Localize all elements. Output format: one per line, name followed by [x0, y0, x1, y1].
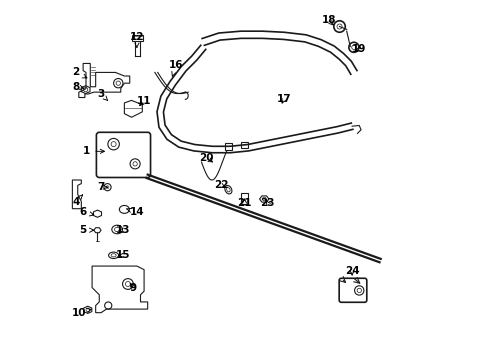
Text: 5: 5: [80, 225, 94, 235]
Text: 18: 18: [321, 15, 335, 26]
Text: 10: 10: [72, 308, 91, 318]
Text: 23: 23: [260, 198, 274, 208]
Bar: [241, 193, 247, 204]
Text: 2: 2: [72, 67, 87, 78]
Text: 24: 24: [344, 266, 359, 276]
Text: 13: 13: [115, 225, 129, 235]
Text: 12: 12: [129, 32, 144, 48]
Bar: [132, 35, 142, 41]
Text: 16: 16: [169, 60, 183, 76]
Text: 9: 9: [129, 283, 137, 293]
Text: 19: 19: [351, 44, 366, 54]
Text: 3: 3: [97, 89, 107, 100]
Text: 15: 15: [115, 250, 129, 260]
Text: 21: 21: [237, 198, 251, 208]
Text: 20: 20: [199, 153, 214, 163]
Text: 14: 14: [126, 207, 144, 217]
Text: 17: 17: [276, 94, 291, 104]
Text: 22: 22: [214, 180, 228, 190]
Text: 1: 1: [83, 146, 104, 156]
Text: 6: 6: [80, 207, 94, 217]
Text: 11: 11: [137, 96, 151, 106]
Text: 8: 8: [72, 82, 84, 92]
Text: 7: 7: [97, 182, 107, 192]
Bar: [241, 142, 247, 148]
Text: 4: 4: [72, 195, 82, 207]
Bar: [224, 143, 231, 149]
